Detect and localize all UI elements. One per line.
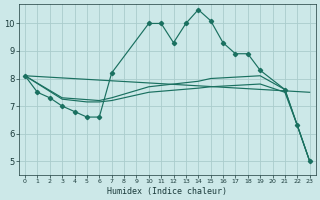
X-axis label: Humidex (Indice chaleur): Humidex (Indice chaleur) [107,187,227,196]
